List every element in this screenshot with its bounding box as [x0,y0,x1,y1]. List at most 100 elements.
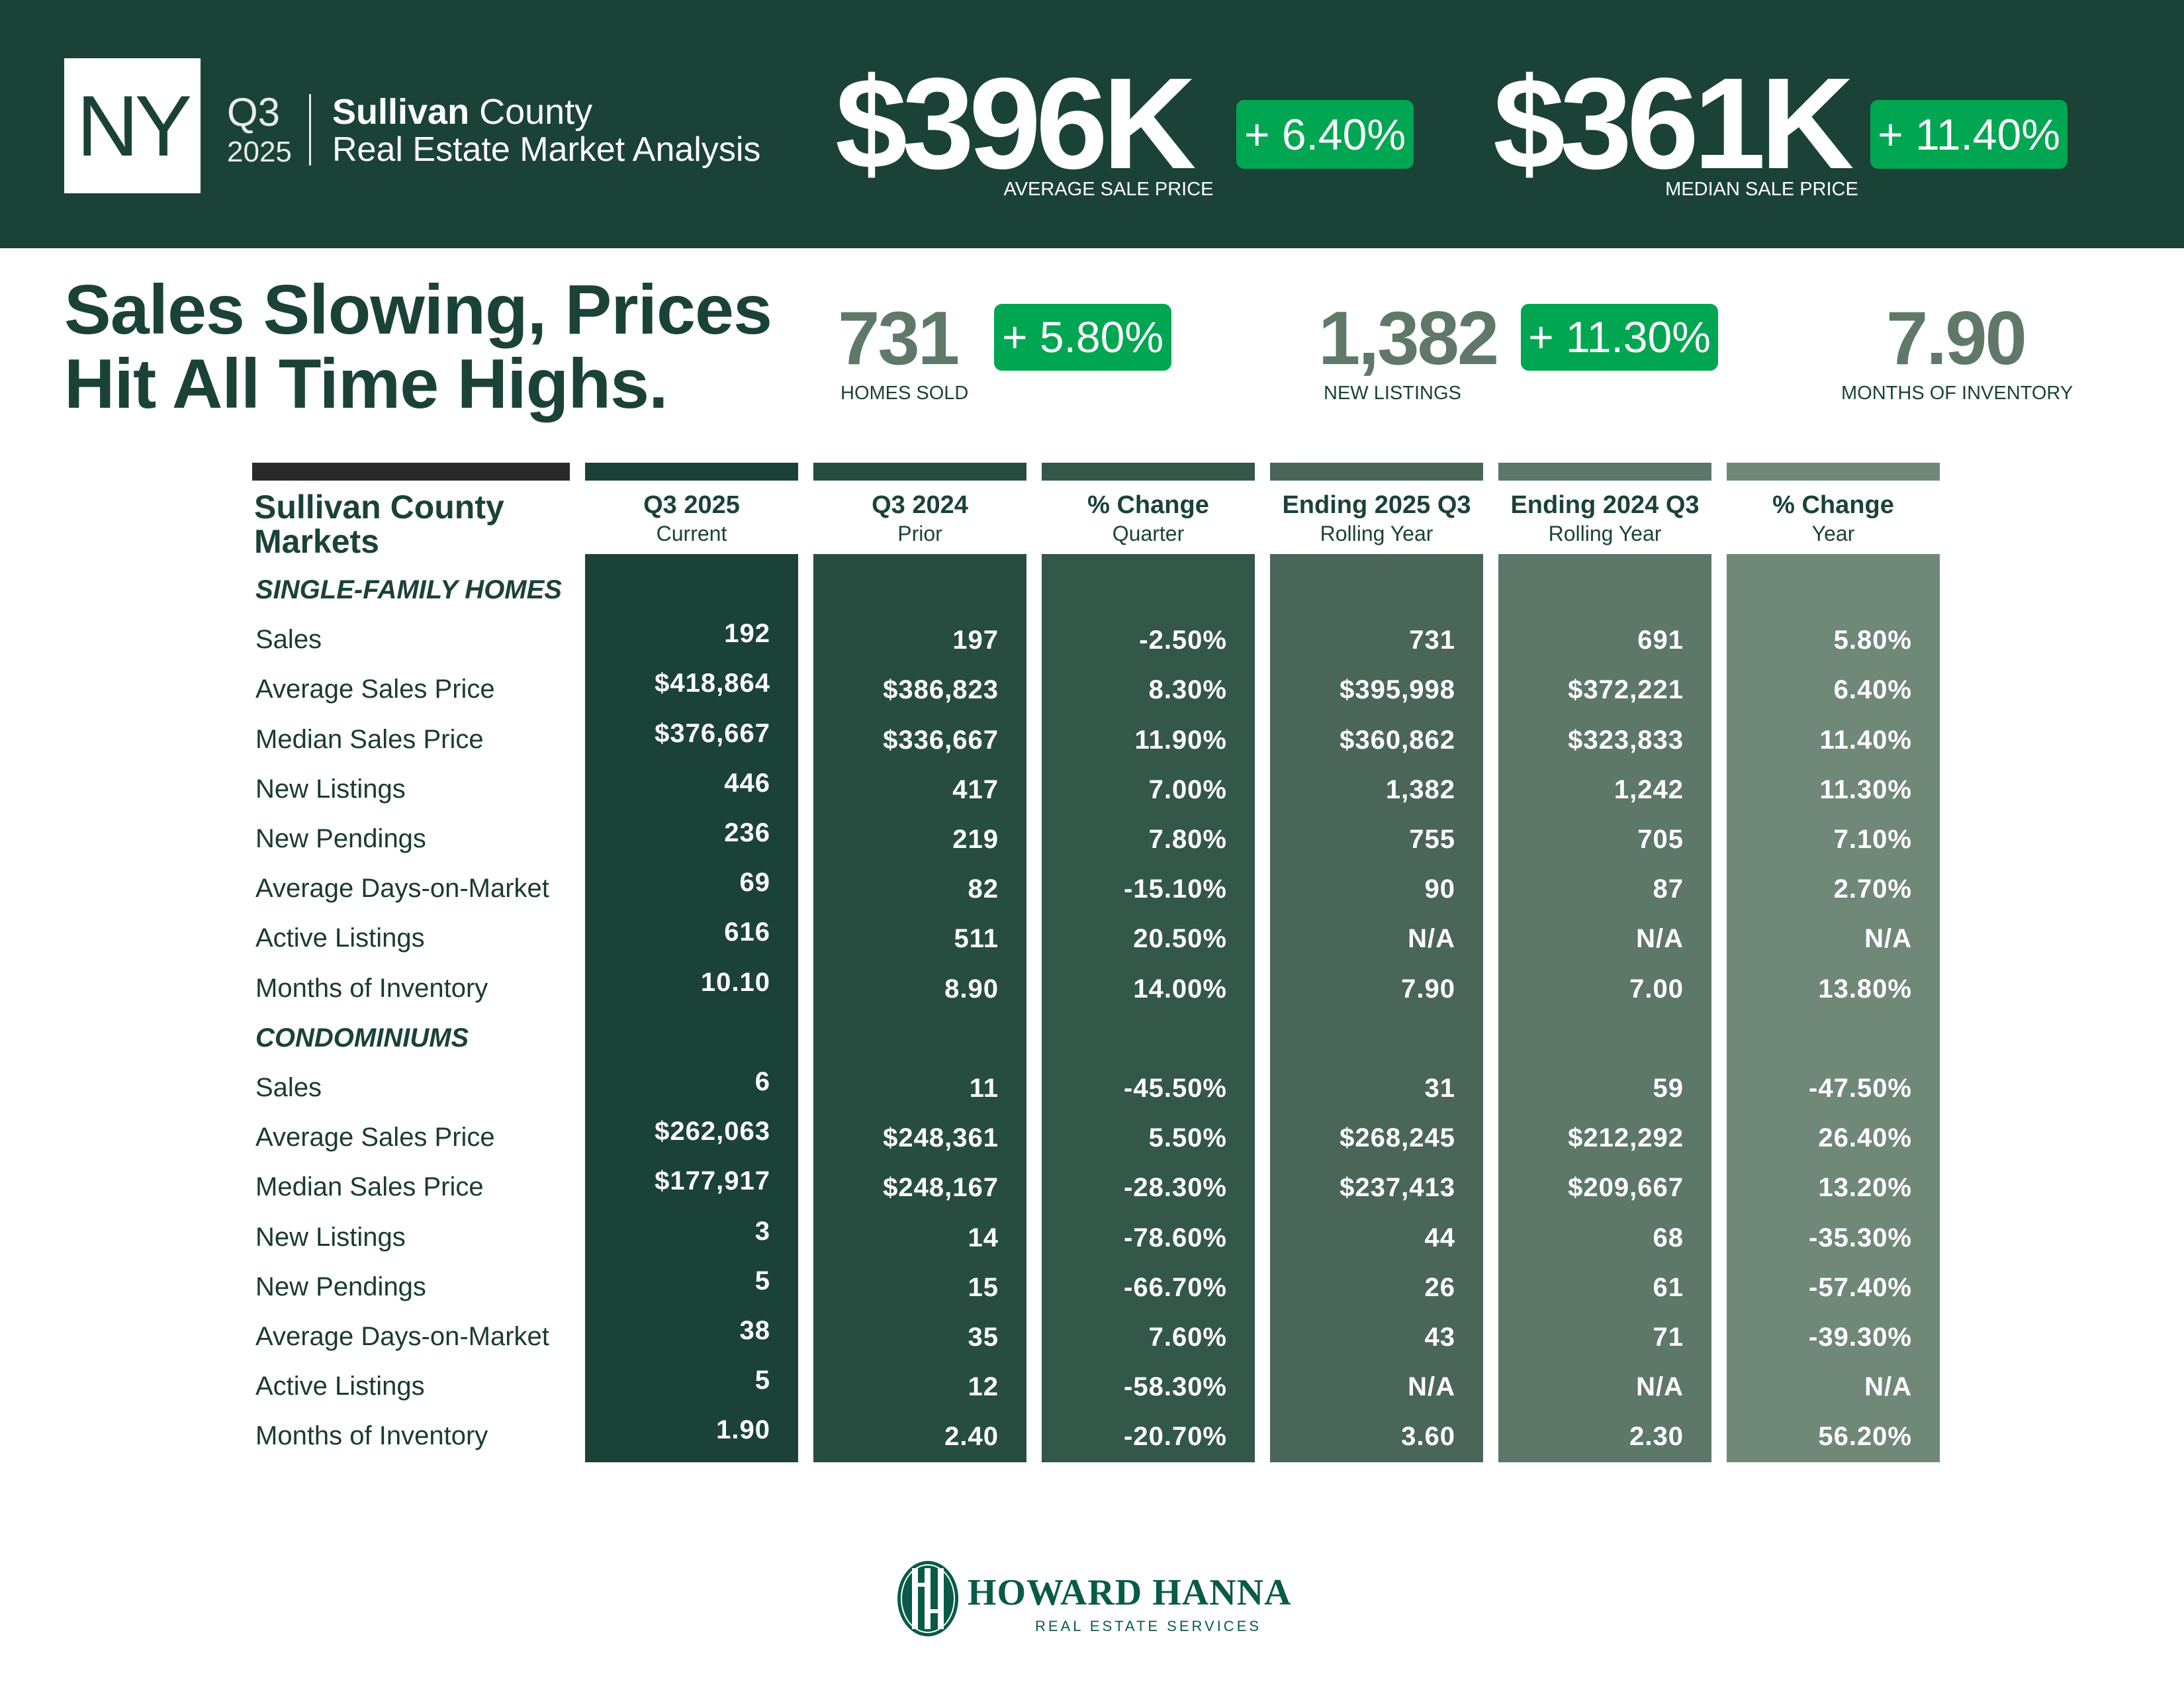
table-cell: 6 [754,1067,770,1096]
table-cell: 13.20% [1818,1173,1912,1202]
table-cell: 26.40% [1818,1123,1912,1152]
column-title: Ending 2024 Q3 [1510,491,1700,519]
homes-sold-value: 731 [838,297,960,381]
table-cell: $418,864 [655,669,770,698]
column-background [1498,554,1711,1462]
table-cell: 1.90 [716,1415,770,1444]
table-cell: $376,667 [655,719,770,748]
table-cell: 59 [1653,1074,1684,1103]
table-cell: 56.20% [1818,1422,1912,1451]
table-cell: 417 [952,775,999,804]
table-cell: 7.00% [1148,775,1227,804]
table-cell: $248,361 [883,1123,999,1152]
table-cell: 11.30% [1819,775,1912,804]
column-header: % Change Year [1727,490,1940,547]
table-cell: 7.90 [1401,974,1455,1004]
column-title: % Change [1772,491,1894,519]
table-cell: 7.10% [1833,825,1912,854]
months-of-inventory-label: MONTHS OF INVENTORY [1841,383,2073,404]
year-label: 2025 [227,136,292,168]
homes-sold-change-badge: + 5.80% [994,304,1171,371]
table-cell: -39.30% [1809,1323,1912,1352]
column-top-bar [813,463,1026,481]
section-heading: CONDOMINIUMS [255,1023,469,1053]
table-cell: N/A [1636,924,1684,953]
table-cell: 755 [1409,825,1455,854]
median-sale-price-label: MEDIAN SALE PRICE [1665,179,1858,200]
table-cell: 197 [952,626,999,655]
county-suffix: County [469,92,593,132]
table-cell: $237,413 [1340,1173,1455,1202]
table-cell: -57.40% [1809,1273,1912,1302]
table-cell: 43 [1424,1323,1455,1352]
column-background [813,554,1026,1462]
average-sale-price-change-badge: + 6.40% [1236,100,1414,169]
new-listings-value: 1,382 [1318,297,1499,381]
table-cell: 11.90% [1134,726,1227,755]
table-cell: -28.30% [1124,1173,1227,1202]
row-label: Average Sales Price [255,675,495,704]
quarter-label: Q3 [227,90,281,134]
table-cell: $336,667 [883,726,999,755]
headline: Sales Slowing, Prices Hit All Time Highs… [64,273,772,421]
table-cell: $212,292 [1568,1123,1684,1152]
column-header: Q3 2025 Current [585,490,798,547]
row-label: Sales [255,1073,322,1102]
new-listings-change-badge: + 11.30% [1521,304,1718,371]
column-header: % Change Quarter [1042,490,1255,547]
column-title: % Change [1087,491,1209,519]
column-title: Ending 2025 Q3 [1282,491,1471,519]
column-top-bar [1042,463,1255,481]
average-sale-price-label: AVERAGE SALE PRICE [1003,179,1214,200]
row-label: New Listings [255,1223,406,1252]
column-subtitle: Current [656,522,727,545]
column-top-bar [1270,463,1483,481]
table-title-line-2: Markets [254,523,379,560]
table-cell: $177,917 [655,1166,770,1196]
median-sale-price-change-badge: + 11.40% [1870,100,2068,169]
column-background [585,554,798,1462]
row-label: New Listings [255,774,406,804]
new-listings-label: NEW LISTINGS [1324,383,1461,404]
table-cell: $323,833 [1568,726,1684,755]
column-top-bar [1498,463,1711,481]
report-subtitle: Real Estate Market Analysis [332,130,761,169]
table-cell: 3.60 [1401,1422,1455,1451]
table-label-column-bar [252,463,570,481]
table-cell: 1,242 [1614,775,1684,804]
table-cell: 26 [1424,1273,1455,1302]
table-cell: 6.40% [1833,675,1912,704]
table-cell: 68 [1653,1223,1684,1252]
table-cell: 12 [968,1372,999,1401]
headline-line-1: Sales Slowing, Prices [64,271,772,349]
column-background [1270,554,1483,1462]
table-cell: 2.30 [1629,1422,1684,1451]
table-cell: 90 [1424,874,1455,904]
table-cell: 35 [968,1323,999,1352]
column-header: Ending 2024 Q3 Rolling Year [1498,490,1711,547]
row-label: Median Sales Price [255,1172,484,1201]
state-badge: NY [64,58,201,193]
table-cell: 31 [1424,1074,1455,1103]
table-cell: 11.40% [1819,726,1912,755]
table-cell: 7.60% [1148,1323,1227,1352]
table-cell: 5.50% [1148,1123,1227,1152]
table-cell: $372,221 [1568,675,1684,704]
table-cell: 219 [952,825,999,854]
table-cell: 82 [968,874,999,904]
column-header: Ending 2025 Q3 Rolling Year [1270,490,1483,547]
table-cell: 69 [739,868,770,897]
column-top-bar [585,463,798,481]
months-of-inventory-value: 7.90 [1886,297,2027,381]
table-cell: 8.30% [1148,675,1227,704]
table-cell: $395,998 [1340,675,1455,704]
county-name: Sullivan [332,92,470,132]
table-cell: 44 [1424,1223,1455,1252]
table-cell: -78.60% [1124,1223,1227,1252]
row-label: Active Listings [255,923,425,953]
table-cell: 691 [1637,626,1684,655]
row-label: Average Sales Price [255,1123,495,1152]
table-cell: 192 [724,619,770,648]
row-label: New Pendings [255,824,426,853]
howard-hanna-logo-icon [897,1561,958,1636]
